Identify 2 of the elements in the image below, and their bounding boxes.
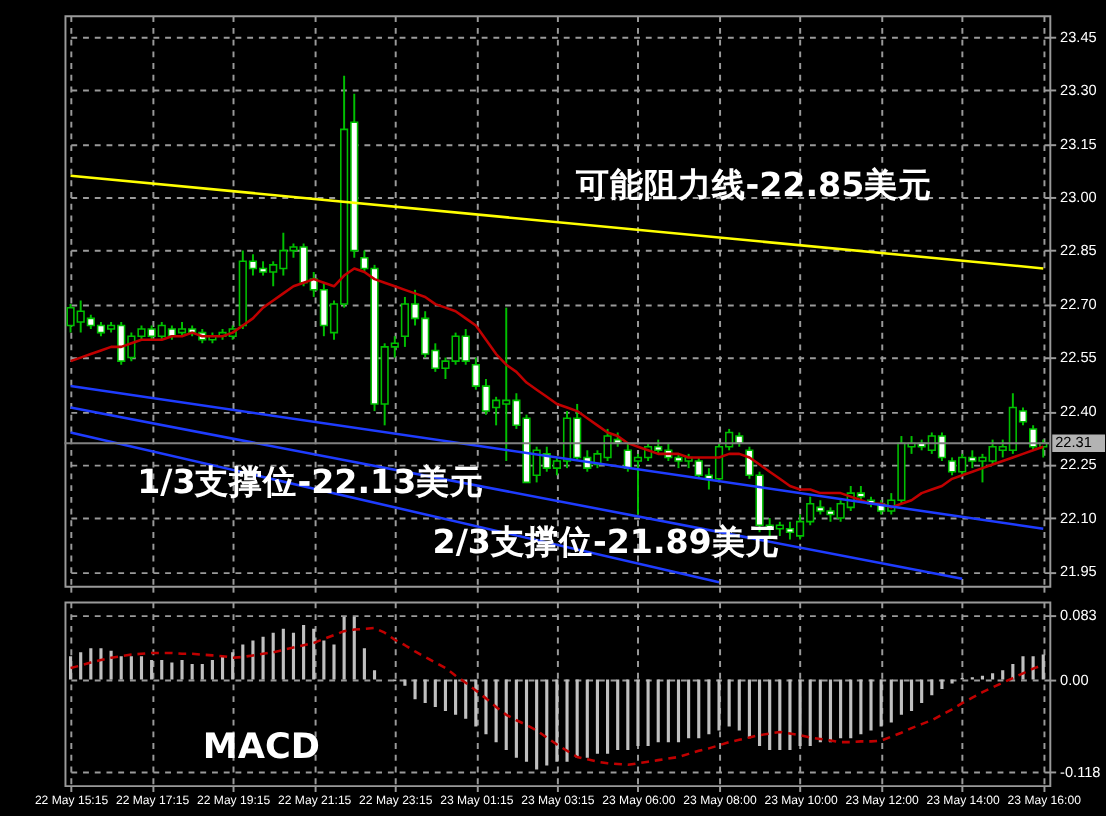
- annotation: MACD: [202, 728, 321, 769]
- annotation: 可能阻力线-22.85美元: [573, 166, 933, 205]
